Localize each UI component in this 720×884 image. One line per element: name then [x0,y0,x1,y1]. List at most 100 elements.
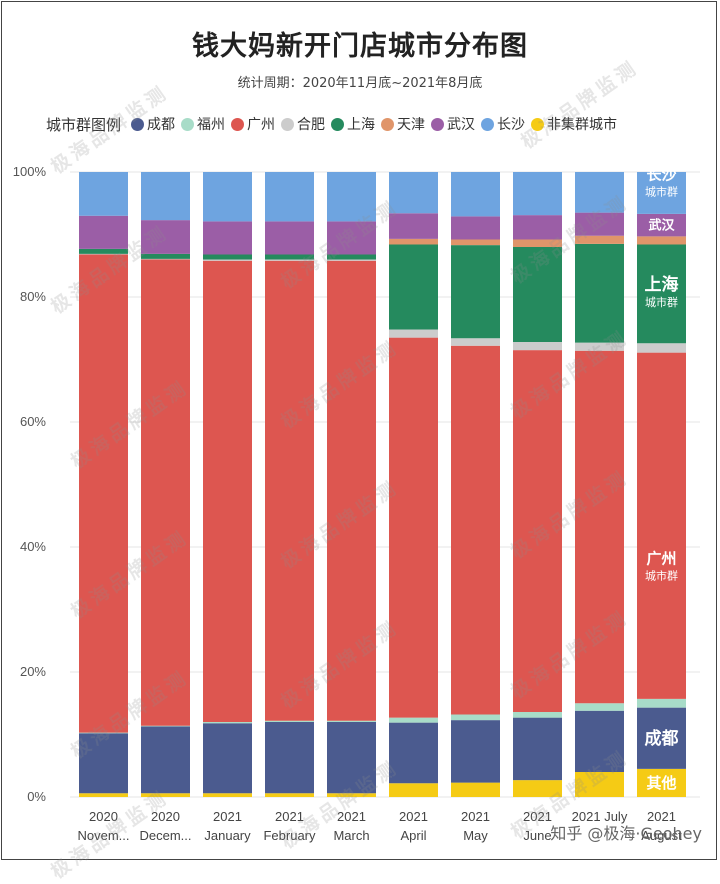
bar-segment [637,172,686,214]
bar-annotation: 武汉 [648,218,675,234]
bar-annotation-sub: 城市群 [645,568,678,582]
legend-item: 长沙 [481,114,525,134]
legend-label: 福州 [197,117,226,133]
bar-annotation: 长沙 [646,166,676,184]
bar-annotation: 其他 [646,774,676,792]
y-tick-label: 100% [13,164,47,179]
bar-segment [451,720,500,783]
bar-segment [79,254,128,733]
bar-segment [141,725,190,727]
bar-segment [79,732,128,734]
bar-segment [575,710,624,772]
bar-segment [637,707,686,769]
legend-swatch [531,117,545,131]
legend-item: 广州 [231,114,275,134]
bar-segment [203,254,252,260]
legend-label: 广州 [247,117,276,133]
x-tick-label: 2021 [647,809,676,824]
legend-swatch [131,117,145,131]
bar-segment [79,215,128,249]
bar-segment [327,720,376,722]
legend-label: 天津 [397,117,426,133]
chart-frame [1,1,717,860]
bar-segment [79,248,128,254]
x-tick-label: Decem... [139,828,191,843]
bar-segment [575,243,624,343]
bar-segment [575,772,624,797]
bar-segment [451,782,500,797]
bar-segment [389,244,438,330]
legend-swatch [481,117,495,131]
legend-swatch [331,117,345,131]
credit-text: 知乎 @极海·Geohey [550,824,702,843]
bar-segment [327,260,376,721]
bar-segment [203,172,252,222]
bar-segment [265,254,314,260]
x-tick-label: Novem... [77,828,129,843]
x-tick-label: April [400,828,426,843]
bar-segment [79,793,128,797]
bar-segment [79,172,128,216]
bar-segment [637,236,686,245]
bar-segment [389,213,438,239]
bar-segment [203,793,252,797]
legend-swatch [431,117,445,131]
bar-segment [203,221,252,255]
x-tick-label: May [463,828,488,843]
legend-label: 长沙 [497,117,526,133]
bar-segment [389,238,438,245]
legend-swatch [381,117,395,131]
legend-swatch [231,117,245,131]
y-tick-label: 20% [20,664,46,679]
y-tick-label: 80% [20,289,46,304]
bar-segment [513,215,562,240]
bar-segment [265,793,314,797]
stacked-bar-chart: 0% 20% 40% 60% 80% 100% 2020 Novem... 2020 Decem.… [13,164,700,843]
bar-segment [637,352,686,699]
bar-segment [575,212,624,236]
bar-segment [575,235,624,244]
bar-segment [389,722,438,784]
bar-segment [389,329,438,338]
bar-segment [141,259,190,726]
bar-segment [637,768,686,797]
bar-segment [389,337,438,718]
x-tick-label: 2020 [151,809,180,824]
bar-annotation: 广州 [646,549,676,567]
y-tick-label: 40% [20,539,46,554]
bar-segment [265,722,314,794]
x-tick-label: March [333,828,369,843]
bar-segment [451,216,500,240]
chart-subtitle: 统计周期：2020年11月底~2021年8月底 [237,76,483,91]
x-tick-label: June [523,828,551,843]
legend-title: 城市群图例 [46,115,122,134]
bar-segment [327,254,376,260]
y-tick-label: 0% [27,789,46,804]
bar-segment [141,172,190,221]
bar-segment [203,722,252,724]
bar-segment [327,221,376,255]
x-tick-label: 2021 [461,809,490,824]
x-tick-label: 2021 [275,809,304,824]
x-tick-label: 2021 [213,809,242,824]
bar-segment [265,172,314,222]
bar-segment [265,221,314,255]
bar-segment [203,259,252,261]
legend-item: 合肥 [281,114,325,134]
bar-segment [451,245,500,339]
legend-swatch [181,117,195,131]
bar-segment [637,698,686,708]
bar-segment [513,712,562,718]
bar-segment [637,213,686,237]
bar-annotation: 上海 [645,274,679,295]
legend-item: 非集群城市 [531,114,617,134]
legend-swatch [281,117,295,131]
bar-segment [451,345,500,715]
x-tick-label: February [263,828,316,843]
bar-segment [451,714,500,721]
bar-segment [513,342,562,351]
bar-segment [637,244,686,344]
bar-segment [575,350,624,704]
bar-segment [265,259,314,261]
bar-segment [265,260,314,721]
